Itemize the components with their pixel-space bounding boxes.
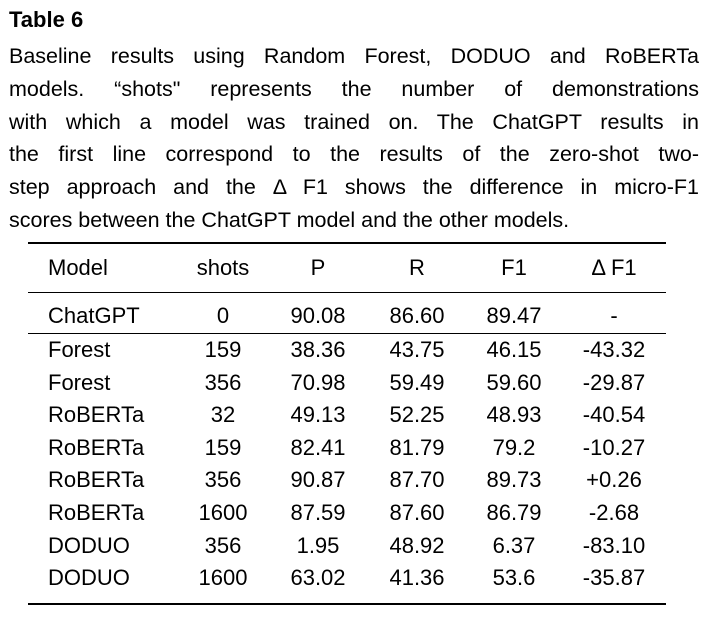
cell-model: Forest [48, 370, 111, 395]
table-row: RoBERTa 1600 87.59 87.60 86.79 -2.68 [28, 497, 666, 529]
table-header-row: Model shots P R F1 Δ F1 [28, 252, 666, 284]
cell-f1: 6.37 [492, 533, 536, 558]
table-row: DODUO 1600 63.02 41.36 53.6 -35.87 [28, 562, 666, 594]
cell-f1: 89.73 [486, 467, 542, 492]
caption-line: scores between the ChatGPT model and the… [9, 207, 570, 232]
cell-model: RoBERTa [48, 435, 145, 460]
cell-recall: 87.70 [389, 467, 445, 492]
table-row: Forest 356 70.98 59.49 59.60 -29.87 [28, 367, 666, 399]
cell-recall: 52.25 [389, 402, 445, 427]
table-row: RoBERTa 159 82.41 81.79 79.2 -10.27 [28, 432, 666, 464]
table-header-rule [28, 292, 666, 293]
cell-shots: 0 [216, 303, 230, 328]
cell-recall: 59.49 [389, 370, 445, 395]
cell-f1: 79.2 [492, 435, 536, 460]
cell-f1: 89.47 [486, 303, 542, 328]
cell-precision: 49.13 [290, 402, 346, 427]
header-shots: shots [196, 255, 250, 280]
table-row: RoBERTa 356 90.87 87.70 89.73 +0.26 [28, 464, 666, 496]
table-row: ChatGPT 0 90.08 86.60 89.47 - [28, 300, 666, 332]
cell-shots: 159 [204, 435, 242, 460]
cell-shots: 32 [210, 402, 236, 427]
caption-line: with which a model was trained on. The C… [9, 109, 699, 134]
cell-f1: 59.60 [486, 370, 542, 395]
cell-model: Forest [48, 337, 111, 362]
table-bottom-rule [28, 603, 666, 605]
table-chatgpt-rule [28, 333, 666, 334]
cell-delta-f1: +0.26 [586, 467, 642, 492]
cell-model: DODUO [48, 533, 130, 558]
cell-model: ChatGPT [48, 303, 140, 328]
cell-recall: 81.79 [389, 435, 445, 460]
cell-shots: 1600 [198, 500, 248, 525]
header-f1: F1 [501, 255, 527, 280]
table-row: Forest 159 38.36 43.75 46.15 -43.32 [28, 334, 666, 366]
cell-shots: 1600 [198, 565, 248, 590]
cell-precision: 38.36 [290, 337, 346, 362]
cell-f1: 48.93 [486, 402, 542, 427]
cell-precision: 82.41 [290, 435, 346, 460]
table-label: Table 6 [9, 7, 84, 32]
cell-recall: 86.60 [389, 303, 445, 328]
caption-line: models. “shots" represents the number of… [9, 76, 699, 101]
table-top-rule [28, 242, 666, 244]
cell-delta-f1: - [610, 303, 618, 328]
cell-delta-f1: -29.87 [582, 370, 646, 395]
cell-delta-f1: -40.54 [582, 402, 646, 427]
header-precision: P [310, 255, 326, 280]
cell-f1: 46.15 [486, 337, 542, 362]
cell-recall: 48.92 [389, 533, 445, 558]
cell-model: RoBERTa [48, 500, 145, 525]
header-recall: R [409, 255, 425, 280]
header-delta-f1: Δ F1 [591, 255, 637, 280]
cell-model: DODUO [48, 565, 130, 590]
header-model: Model [48, 255, 108, 280]
cell-delta-f1: -35.87 [582, 565, 646, 590]
cell-shots: 356 [204, 467, 242, 492]
cell-recall: 43.75 [389, 337, 445, 362]
caption-line: step approach and the Δ F1 shows the dif… [9, 175, 699, 200]
caption-line: Baseline results using Random Forest, DO… [9, 44, 699, 68]
cell-shots: 159 [204, 337, 242, 362]
cell-delta-f1: -10.27 [582, 435, 646, 460]
cell-precision: 87.59 [290, 500, 346, 525]
cell-delta-f1: -83.10 [582, 533, 646, 558]
cell-delta-f1: -2.68 [588, 500, 640, 525]
cell-precision: 63.02 [290, 565, 346, 590]
cell-precision: 90.87 [290, 467, 346, 492]
cell-precision: 90.08 [290, 303, 346, 328]
table-row: RoBERTa 32 49.13 52.25 48.93 -40.54 [28, 399, 666, 431]
cell-delta-f1: -43.32 [582, 337, 646, 362]
table-row: DODUO 356 1.95 48.92 6.37 -83.10 [28, 530, 666, 562]
cell-f1: 86.79 [486, 500, 542, 525]
caption-line: the first line correspond to the results… [9, 142, 699, 167]
cell-shots: 356 [204, 370, 242, 395]
cell-precision: 70.98 [290, 370, 346, 395]
cell-f1: 53.6 [492, 565, 536, 590]
cell-recall: 41.36 [389, 565, 445, 590]
cell-shots: 356 [204, 533, 242, 558]
cell-precision: 1.95 [296, 533, 340, 558]
cell-model: RoBERTa [48, 467, 145, 492]
table-caption: Baseline results using Random Forest, DO… [9, 40, 699, 237]
cell-model: RoBERTa [48, 402, 145, 427]
cell-recall: 87.60 [389, 500, 445, 525]
